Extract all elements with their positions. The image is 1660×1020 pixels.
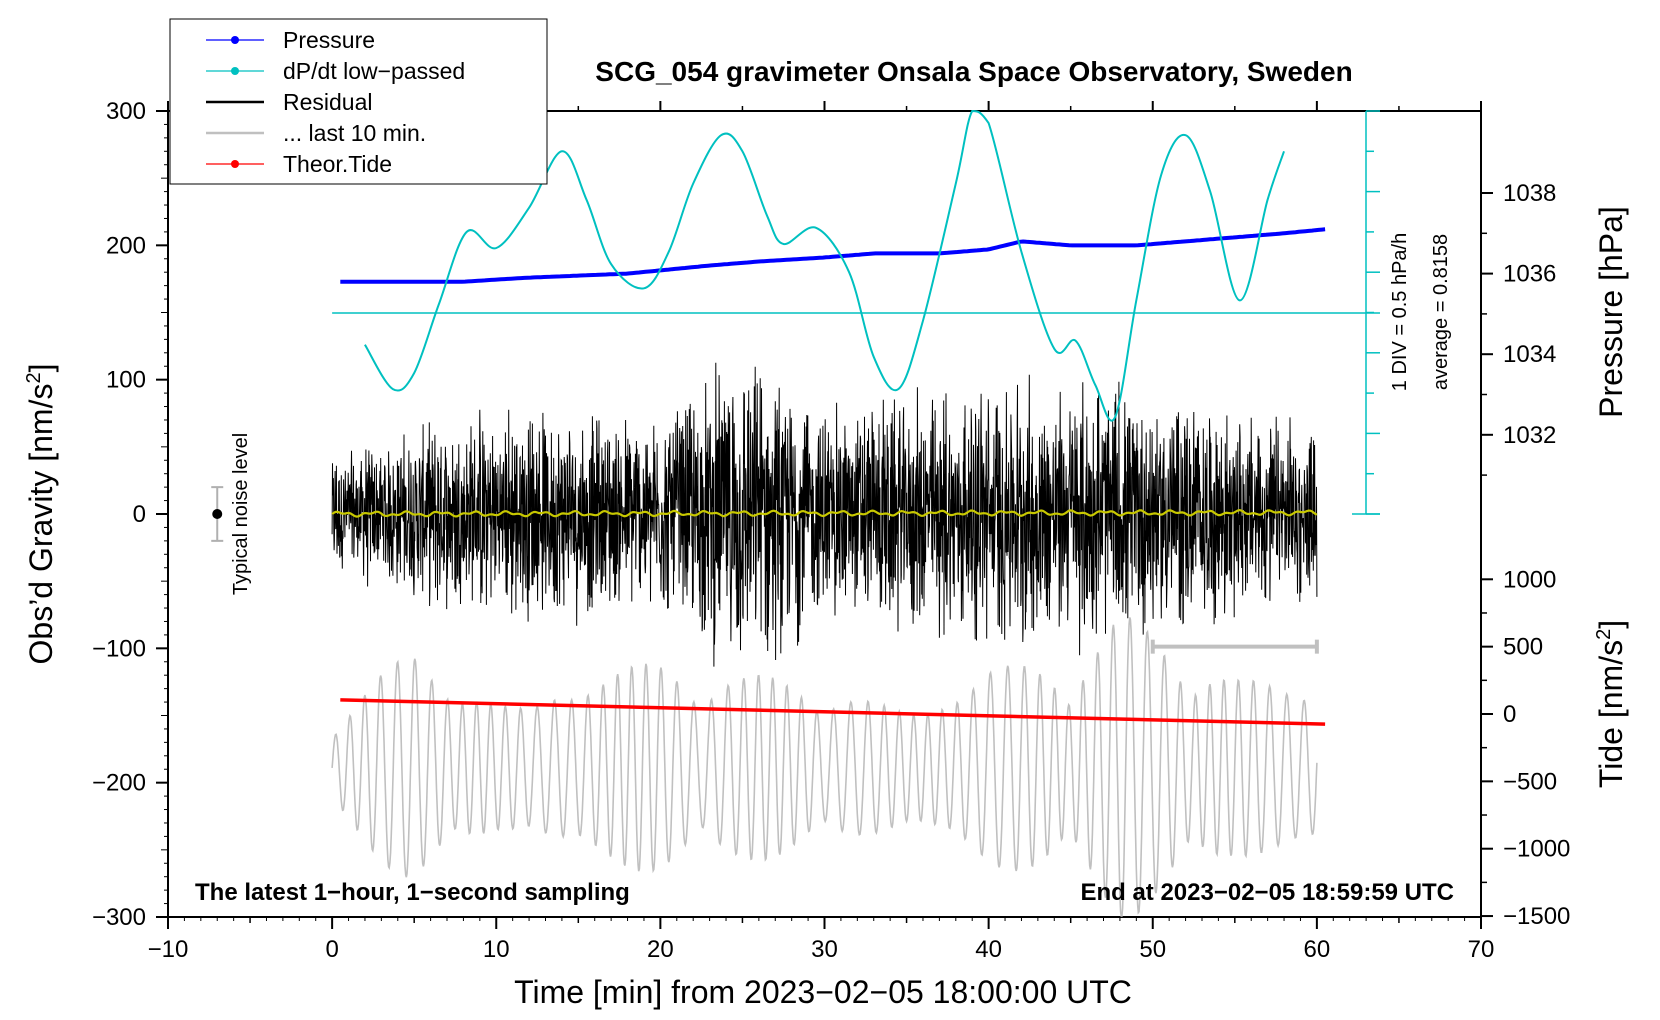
- y-tick-label: 300: [106, 98, 146, 125]
- legend-swatch-marker: [231, 67, 239, 75]
- x-tick-label: 50: [1139, 936, 1166, 963]
- tide-tick-label: −500: [1503, 768, 1557, 795]
- x-tick-label: 0: [325, 936, 338, 963]
- dpdt-line: [364, 109, 1285, 422]
- x-tick-label: −10: [148, 936, 189, 963]
- legend-label: Residual: [283, 89, 373, 115]
- legend-label: ... last 10 min.: [283, 120, 426, 146]
- x-axis-label: Time [min] from 2023−02−05 18:00:00 UTC: [514, 974, 1132, 1010]
- y-tick-label: 100: [106, 367, 146, 394]
- tide-tick-label: 0: [1503, 701, 1516, 728]
- residual-line: [331, 362, 1318, 667]
- data-layer: [211, 109, 1380, 917]
- theoretical-tide-line: [340, 698, 1326, 726]
- pressure-tick-label: 1032: [1503, 422, 1556, 449]
- pressure-axis-label: Pressure [hPa]: [1593, 206, 1629, 418]
- tide-tick-label: 500: [1503, 634, 1543, 661]
- y-axis-label-exponent: 2: [23, 372, 45, 383]
- residual-lowpass-line: [331, 508, 1318, 518]
- y-tick-label: 0: [133, 501, 146, 528]
- scale-average-label: average = 0.8158: [1430, 234, 1452, 390]
- tide-tick-label: −1500: [1503, 903, 1570, 930]
- x-tick-label: 40: [975, 936, 1002, 963]
- legend: Pressure dP/dt low−passed Residual ... last…: [169, 18, 548, 185]
- legend-swatch-marker: [231, 160, 239, 168]
- footer-left-label: The latest 1−hour, 1−second sampling: [195, 879, 630, 906]
- legend-label: Pressure: [283, 27, 375, 53]
- noise-level-label: Typical noise level: [230, 433, 252, 595]
- x-tick-label: 60: [1304, 936, 1331, 963]
- footer-right-label: End at 2023−02−05 18:59:59 UTC: [1080, 879, 1454, 906]
- tide-tick-label: 1000: [1503, 566, 1556, 593]
- x-tick-label: 10: [483, 936, 510, 963]
- y-tick-label: −300: [92, 904, 146, 931]
- pressure-tick-label: 1034: [1503, 341, 1556, 368]
- chart-title: SCG_054 gravimeter Onsala Space Observat…: [595, 56, 1352, 87]
- pressure-line: [340, 227, 1326, 284]
- tide-axis-label: Tide [nm/s2]: [1593, 620, 1629, 788]
- tide-axis-label-exponent: 2: [1593, 629, 1615, 640]
- legend-swatch-marker: [231, 36, 239, 44]
- pressure-tick-label: 1036: [1503, 261, 1556, 288]
- x-tick-label: 30: [811, 936, 838, 963]
- legend-label: Theor.Tide: [283, 151, 392, 177]
- y-tick-label: 200: [106, 232, 146, 259]
- axes-layer: −10 0 10 20 30 40 50 60 703002001000−100−200−300…: [92, 98, 1570, 963]
- y-axis-label: Obs’d Gravity [nm/s2]: [23, 364, 59, 665]
- x-tick-label: 20: [647, 936, 674, 963]
- x-tick-label: 70: [1468, 936, 1495, 963]
- legend-label: dP/dt low−passed: [283, 58, 465, 84]
- noise-bar-dot: [212, 509, 223, 519]
- last-10-min-line: [331, 617, 1318, 917]
- y-tick-label: −100: [92, 635, 146, 662]
- tide-tick-label: −1000: [1503, 836, 1570, 863]
- pressure-tick-label: 1038: [1503, 180, 1556, 207]
- y-tick-label: −200: [92, 770, 146, 797]
- scale-div-label: 1 DIV = 0.5 hPa/h: [1389, 233, 1411, 391]
